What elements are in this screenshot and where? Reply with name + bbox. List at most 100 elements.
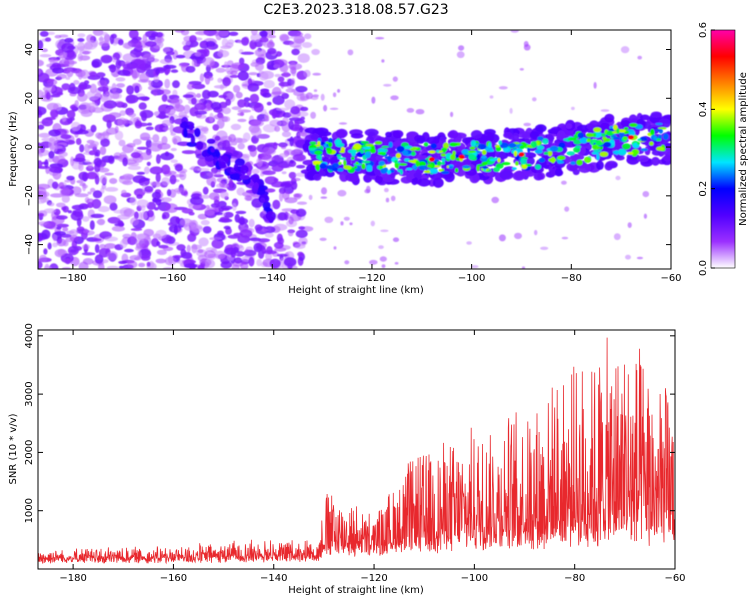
noise-blob (46, 78, 58, 86)
noise-blob (290, 66, 297, 75)
streak-blob (253, 182, 259, 190)
faint-blob (561, 236, 569, 240)
noise-blob (292, 153, 306, 162)
streak-blob (232, 173, 241, 181)
band-blob (663, 154, 671, 162)
noise-blob (62, 227, 69, 232)
noise-blob (135, 42, 143, 51)
faint-blob (534, 229, 538, 236)
noise-blob (84, 80, 90, 85)
noise-blob (75, 129, 89, 135)
noise-blob (47, 202, 55, 207)
noise-blob (231, 62, 245, 69)
band-core-blob (364, 151, 371, 159)
noise-blob (114, 126, 119, 134)
noise-blob (166, 189, 172, 197)
noise-blob (199, 194, 211, 199)
y-tick-label: −20 (24, 185, 35, 206)
streak-blob (206, 138, 216, 144)
noise-blob (160, 152, 175, 161)
noise-blob (43, 266, 52, 269)
faint-blob (310, 111, 316, 119)
noise-blob (39, 30, 49, 37)
noise-blob (77, 41, 85, 52)
noise-blob (229, 74, 239, 78)
noise-blob (38, 72, 50, 83)
noise-blob (273, 59, 288, 67)
faint-blob (366, 185, 371, 193)
noise-blob (121, 189, 127, 196)
faint-blob (561, 180, 567, 185)
noise-blob (73, 80, 80, 85)
noise-blob (281, 171, 287, 175)
noise-blob (237, 143, 245, 150)
band-core-blob (613, 124, 618, 131)
noise-blob (261, 247, 267, 254)
noise-blob (74, 100, 79, 108)
noise-blob (163, 64, 177, 69)
noise-blob (85, 102, 99, 111)
noise-blob (228, 31, 239, 36)
noise-blob (75, 138, 82, 145)
noise-blob (153, 75, 160, 83)
noise-blob (82, 184, 88, 189)
band-core-blob (557, 155, 566, 160)
noise-blob (168, 222, 173, 226)
streak-blob (190, 134, 196, 145)
faint-blob (510, 30, 519, 33)
noise-blob (262, 92, 272, 98)
noise-blob (214, 135, 221, 141)
noise-blob (183, 222, 195, 231)
noise-blob (205, 40, 216, 47)
band-core-blob (386, 169, 392, 175)
noise-blob (155, 68, 160, 75)
noise-blob (294, 243, 306, 249)
noise-blob (202, 57, 215, 67)
faint-blob (311, 48, 320, 56)
noise-blob (51, 181, 59, 189)
band-core-blob (380, 168, 388, 174)
streak-blob (239, 174, 250, 180)
band-blob (304, 139, 311, 146)
noise-blob (174, 30, 185, 33)
noise-blob (109, 34, 115, 45)
noise-blob (38, 89, 43, 99)
noise-blob (231, 203, 237, 211)
noise-blob (57, 87, 68, 91)
noise-blob (100, 138, 110, 147)
band-blob (400, 176, 413, 184)
band-core-blob (396, 145, 405, 153)
band-blob (470, 130, 483, 139)
noise-blob (96, 219, 105, 225)
noise-blob (175, 54, 186, 59)
band-core-blob (493, 167, 500, 172)
noise-blob (209, 237, 222, 241)
band-core-blob (579, 137, 588, 144)
faint-blob (392, 237, 400, 242)
band-blob (337, 130, 346, 138)
band-core-blob (440, 153, 447, 157)
noise-blob (58, 182, 65, 190)
band-core-blob (637, 141, 640, 145)
band-blob (600, 122, 609, 132)
noise-blob (188, 211, 195, 216)
noise-blob (45, 116, 56, 121)
band-core-blob (360, 141, 370, 144)
noise-blob (91, 60, 100, 68)
faint-blob (564, 206, 570, 212)
noise-blob (280, 182, 292, 188)
noise-blob (204, 210, 215, 216)
faint-blob (642, 191, 650, 198)
noise-blob (262, 170, 276, 176)
noise-blob (144, 41, 157, 47)
band-core-blob (640, 148, 648, 152)
noise-blob (52, 155, 66, 164)
noise-blob (134, 233, 148, 240)
band-core-blob (355, 161, 359, 165)
noise-blob (47, 242, 52, 250)
noise-blob (289, 41, 302, 48)
figure-title: C2E3.2023.318.08.57.G23 (263, 2, 448, 18)
band-core-blob (408, 159, 417, 163)
noise-blob (282, 71, 290, 78)
noise-blob (222, 107, 232, 115)
